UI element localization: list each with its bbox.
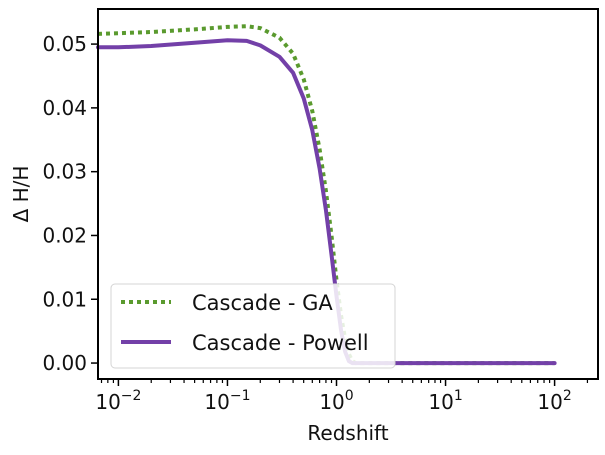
y-tick-label: 0.01 [42,287,87,311]
plot-frame [97,8,599,380]
y-tick-label: 0.03 [42,160,87,184]
x-axis-title: Redshift [307,421,388,445]
y-tick-label: 0.00 [42,351,87,375]
legend-label-ga: Cascade - GA [192,291,333,315]
y-tick-label: 0.04 [42,96,87,120]
x-tick-label: 100 [319,388,353,414]
y-tick-label: 0.05 [42,32,87,56]
x-tick-label: 102 [537,388,571,414]
x-tick-label: 10−2 [95,388,141,414]
y-tick-label: 0.02 [42,223,87,247]
x-tick-label: 101 [428,388,462,414]
y-axis-title: Δ H/H [9,166,33,223]
legend: Cascade - GA Cascade - Powell [110,283,396,369]
x-axis: 10−2 10−1 100 101 102 [95,379,589,414]
legend-label-powell: Cascade - Powell [192,331,369,355]
series-line-ga [97,24,555,366]
y-axis: 0.00 0.01 0.02 0.03 0.04 0.05 [42,32,98,375]
x-tick-label: 10−1 [204,388,250,414]
legend-box [110,283,396,369]
